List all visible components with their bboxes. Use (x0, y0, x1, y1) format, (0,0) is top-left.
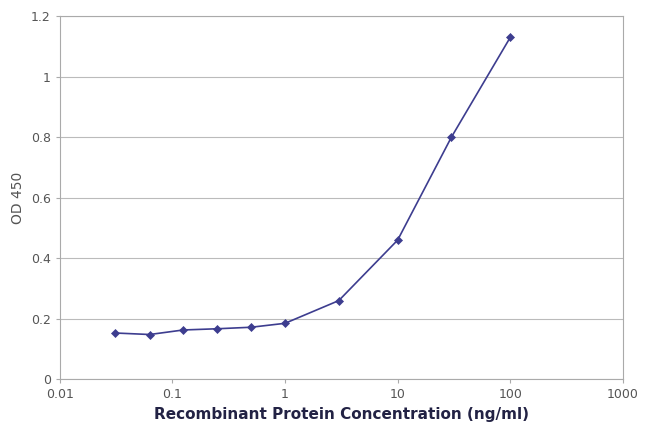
Y-axis label: OD 450: OD 450 (11, 171, 25, 224)
X-axis label: Recombinant Protein Concentration (ng/ml): Recombinant Protein Concentration (ng/ml… (154, 407, 529, 422)
